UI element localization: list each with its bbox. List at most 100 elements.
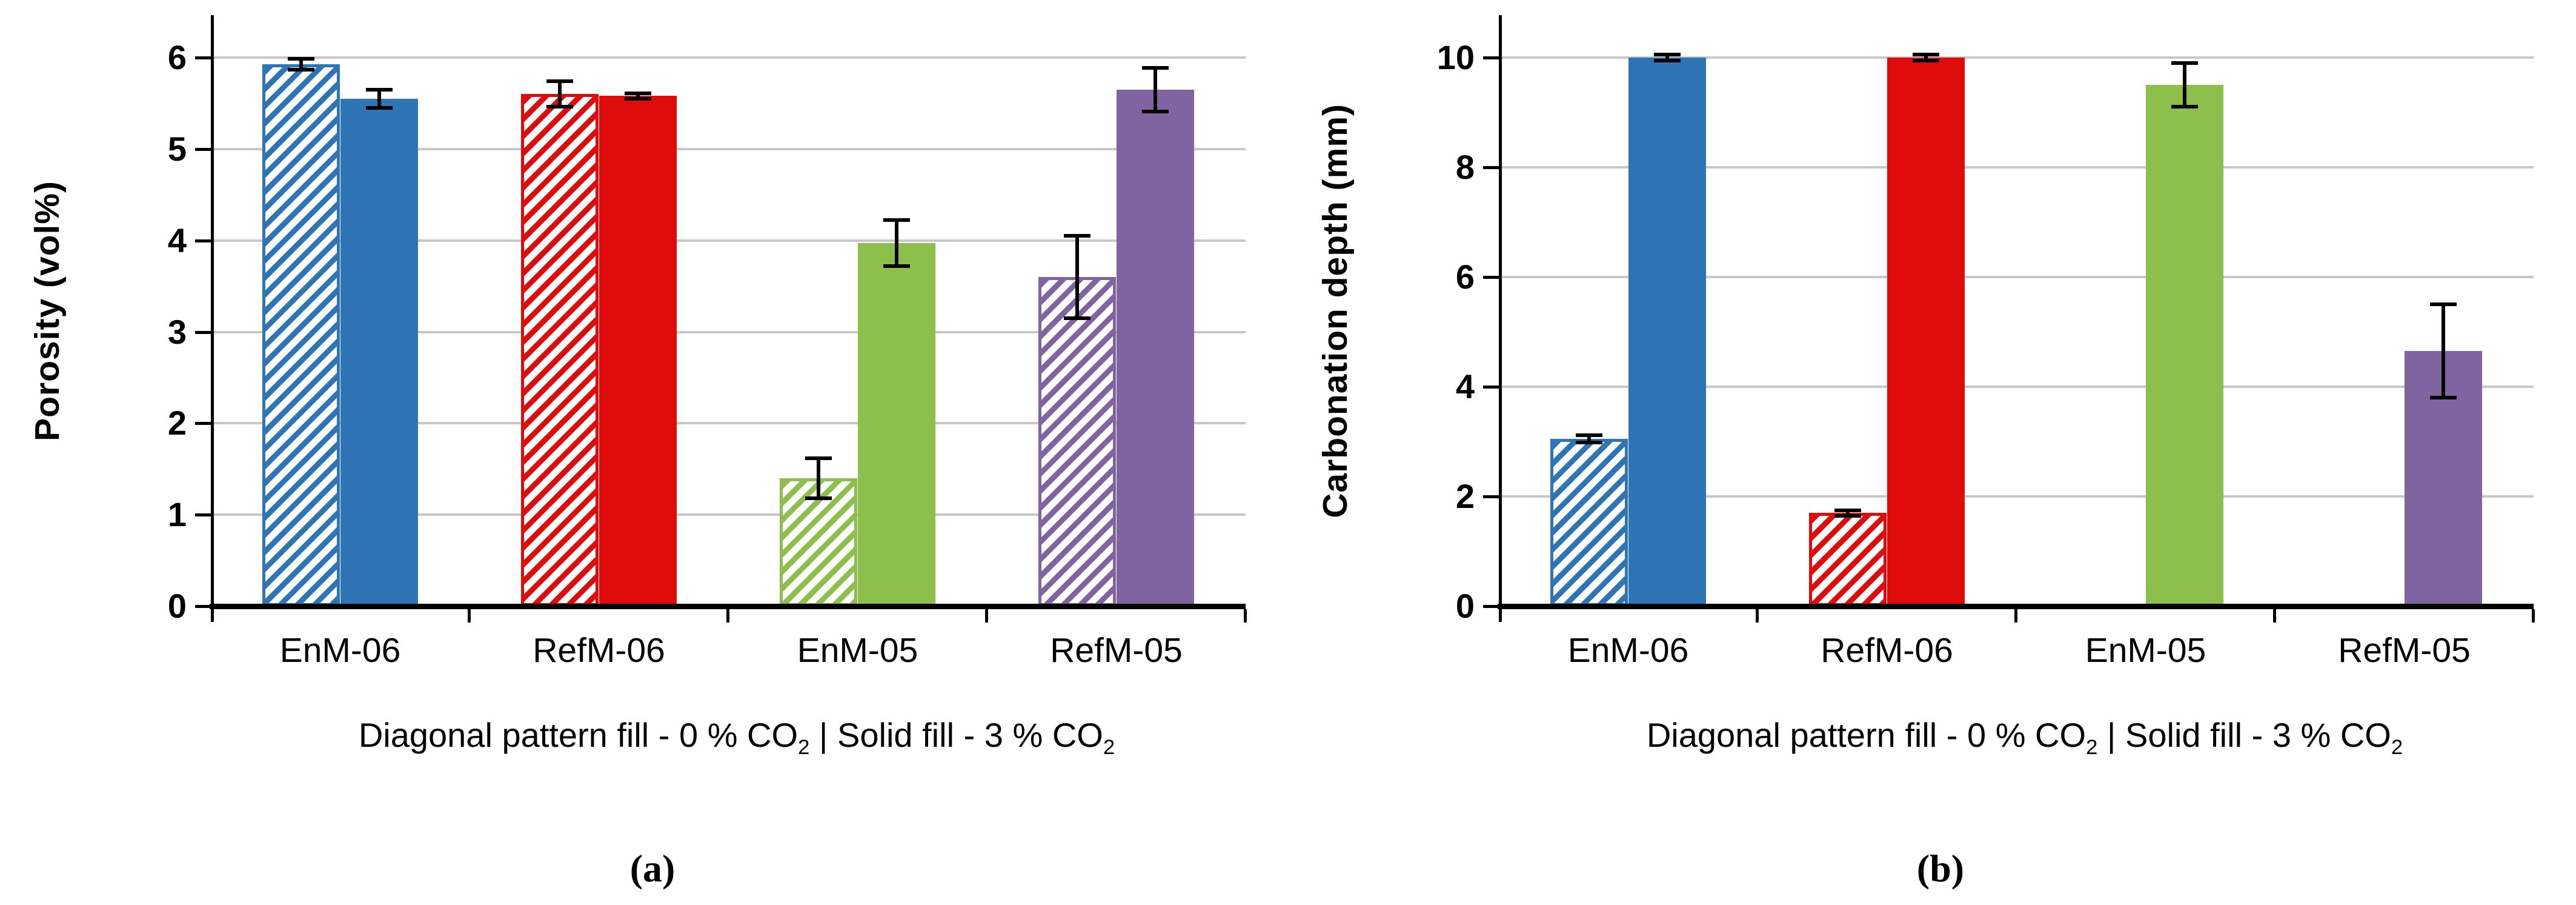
y-axis-tick bbox=[195, 56, 211, 59]
gridline-3 bbox=[211, 330, 1246, 333]
error-bar-cap-top bbox=[1141, 65, 1169, 70]
x-axis-line bbox=[210, 604, 1246, 609]
error-bar-cap-top bbox=[2429, 302, 2457, 307]
y-axis-title-column-b: Carbonation depth (mm) bbox=[1305, 15, 1366, 606]
error-bar-cap-bottom bbox=[365, 105, 393, 110]
error-bar-line bbox=[817, 458, 821, 498]
gridline-4 bbox=[1499, 386, 2534, 388]
error-bar-line bbox=[636, 93, 640, 99]
chart-b: Carbonation depth (mm) 0 2 4 6 8 10 EnM-06 RefM… bbox=[1305, 15, 2576, 697]
error-bar-line bbox=[558, 81, 562, 107]
y-tick-label: 0 bbox=[1455, 587, 1475, 625]
error-bar-cap-bottom bbox=[546, 105, 574, 109]
y-axis-tick bbox=[195, 239, 211, 242]
gridline-8 bbox=[1499, 166, 2534, 169]
x-axis-tick bbox=[1244, 609, 1247, 623]
plot-area-carbonation-depth: 0 2 4 6 8 10 EnM-06 RefM-06 EnM-05 RefM-05 bbox=[1437, 15, 2535, 670]
fill-legend-row-a: Diagonal pattern fill - 0 % CO2 | Solid … bbox=[228, 714, 1246, 769]
y-axis-title: Carbonation depth (mm) bbox=[1316, 103, 1355, 518]
error-bar-line bbox=[1587, 435, 1592, 443]
x-axis-tick bbox=[726, 609, 729, 623]
bar-EnM-06-hatched bbox=[262, 64, 340, 606]
x-category-label-RefM-05: RefM-05 bbox=[1050, 631, 1183, 670]
error-bar-cap-top bbox=[365, 87, 393, 92]
x-category-label-EnM-06: EnM-06 bbox=[1567, 631, 1689, 670]
fill-legend-row-b: Diagonal pattern fill - 0 % CO2 | Solid … bbox=[1516, 714, 2534, 769]
error-bar-cap-top bbox=[883, 218, 910, 222]
error-bar-cap-top bbox=[1912, 53, 1939, 57]
y-tick-label: 2 bbox=[167, 404, 187, 442]
y-axis-tick bbox=[195, 330, 211, 334]
y-tick-label: 4 bbox=[1455, 367, 1475, 406]
error-bar-cap-top bbox=[2171, 61, 2198, 65]
error-bar-cap-bottom bbox=[1653, 58, 1681, 62]
error-bar-cap-bottom bbox=[288, 67, 315, 72]
subfigure-caption-b: (b) bbox=[1916, 847, 1965, 890]
co2-subscript: 2 bbox=[1103, 736, 1115, 760]
y-axis-tick bbox=[1483, 166, 1499, 169]
y-axis-tick bbox=[1483, 276, 1499, 279]
x-axis-line bbox=[1498, 604, 2534, 609]
error-bar-line bbox=[1665, 55, 1669, 61]
x-axis-tick bbox=[2014, 609, 2017, 623]
error-bar-cap-top bbox=[1834, 508, 1862, 512]
error-bar-line bbox=[1924, 55, 1928, 61]
co2-subscript: 2 bbox=[2086, 736, 2098, 760]
x-category-label-EnM-06: EnM-06 bbox=[279, 631, 401, 670]
error-bar-line bbox=[2182, 63, 2186, 107]
x-axis-tick bbox=[2532, 609, 2535, 623]
error-bar-cap-top bbox=[805, 456, 832, 460]
error-bar-cap-bottom bbox=[1064, 316, 1091, 320]
y-tick-label: 4 bbox=[167, 221, 187, 259]
x-axis-tick bbox=[468, 609, 471, 623]
y-axis-tick bbox=[1483, 56, 1499, 59]
error-bar-line bbox=[1846, 510, 1850, 516]
error-bar-cap-top bbox=[624, 91, 651, 95]
fill-legend-note: Diagonal pattern fill - 0 % CO2 | Solid … bbox=[359, 716, 1115, 759]
gridline-1 bbox=[211, 513, 1246, 516]
gridline-10 bbox=[1499, 56, 2534, 59]
x-category-label-RefM-06: RefM-06 bbox=[1821, 631, 1953, 670]
error-bar-cap-top bbox=[546, 79, 574, 84]
caption-row-a: (a) bbox=[17, 846, 1288, 891]
y-axis-title: Porosity (vol%) bbox=[28, 180, 67, 441]
bar-EnM-06-hatched bbox=[1550, 438, 1628, 606]
error-bar-line bbox=[1075, 236, 1080, 318]
error-bar-cap-top bbox=[1576, 433, 1603, 437]
x-axis-tick bbox=[2273, 609, 2276, 623]
y-tick-label: 0 bbox=[167, 587, 187, 625]
subfigure-caption-a: (a) bbox=[629, 847, 676, 890]
plot-area-porosity: 0 1 2 3 4 5 6 EnM-06 RefM-06 EnM-05 RefM-05 bbox=[168, 15, 1247, 670]
y-tick-label: 5 bbox=[167, 129, 187, 168]
bar-EnM-06-solid bbox=[1628, 58, 1706, 606]
x-axis-tick bbox=[1756, 609, 1759, 623]
error-bar-cap-top bbox=[288, 56, 315, 61]
bar-RefM-05-hatched bbox=[1038, 277, 1117, 606]
x-category-label-EnM-05: EnM-05 bbox=[797, 631, 918, 670]
co2-subscript: 2 bbox=[2391, 736, 2403, 760]
error-bar-line bbox=[2441, 304, 2445, 398]
y-tick-label: 6 bbox=[1455, 258, 1475, 296]
y-axis-tick bbox=[195, 147, 211, 151]
error-bar-cap-bottom bbox=[1576, 441, 1603, 445]
gridline-6 bbox=[211, 56, 1246, 59]
y-tick-label: 6 bbox=[167, 38, 187, 76]
y-tick-label: 2 bbox=[1455, 477, 1475, 515]
panel-a: Porosity (vol%) 0 1 2 3 4 5 6 EnM-06 RefM-06 EnM-… bbox=[17, 15, 1288, 891]
bar-RefM-06-solid bbox=[1887, 58, 1965, 606]
note-text: Diagonal pattern fill - 0 % CO bbox=[1646, 716, 2086, 754]
error-bar-line bbox=[299, 58, 304, 70]
error-bar-cap-bottom bbox=[624, 96, 651, 101]
y-axis-line bbox=[1499, 15, 1502, 622]
y-axis-tick bbox=[195, 422, 211, 426]
y-axis-tick bbox=[1483, 495, 1499, 498]
x-category-label-RefM-05: RefM-05 bbox=[2338, 631, 2471, 670]
x-category-label-RefM-06: RefM-06 bbox=[533, 631, 665, 670]
error-bar-cap-bottom bbox=[883, 264, 910, 268]
gridline-2 bbox=[211, 422, 1246, 425]
y-tick-label: 3 bbox=[167, 312, 187, 351]
fill-legend-note: Diagonal pattern fill - 0 % CO2 | Solid … bbox=[1646, 716, 2403, 759]
co2-subscript: 2 bbox=[798, 736, 810, 760]
y-tick-label: 10 bbox=[1436, 38, 1475, 76]
x-axis-tick bbox=[985, 609, 988, 623]
